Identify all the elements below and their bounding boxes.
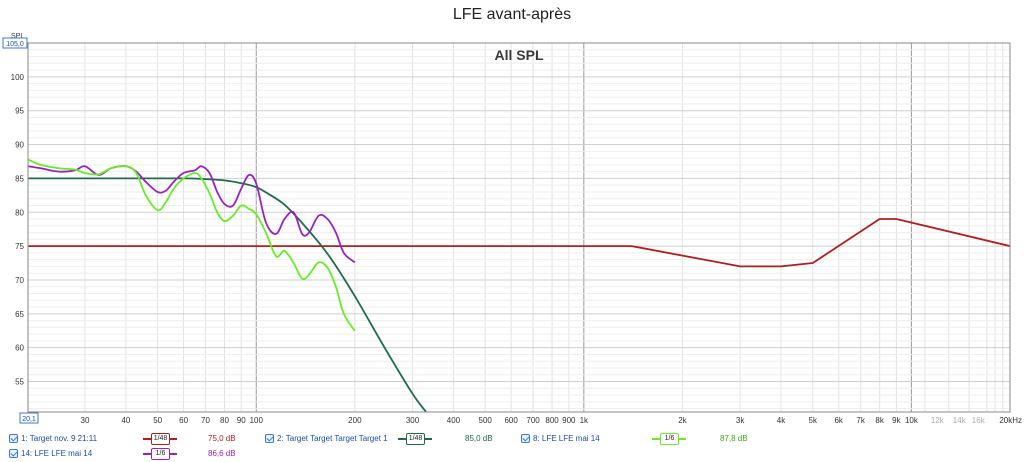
x-tick-label: 4k bbox=[777, 416, 786, 425]
legend-label-lfe-8: 8: LFE LFE mai 14 bbox=[533, 434, 600, 443]
x-tick-label: 900 bbox=[562, 416, 576, 425]
x-tick-label: 3k bbox=[736, 416, 745, 425]
legend-label-target-nov: 1: Target nov. 9 21:11 bbox=[21, 434, 98, 443]
smoothing-box[interactable]: 1/48 bbox=[151, 433, 170, 445]
x-tick-label: 400 bbox=[447, 416, 461, 425]
x-tick-label: 100 bbox=[250, 416, 264, 425]
y-tick-label: 65 bbox=[15, 310, 24, 319]
legend-value-target-target: 85,0 dB bbox=[465, 434, 493, 443]
x-tick-label: 500 bbox=[479, 416, 493, 425]
tick-labels: 55 60 65 70 75 80 85 90 95 100 30 40 50 60 70 80 90 100 20… bbox=[11, 73, 1022, 425]
y-top-value[interactable]: 105,0 bbox=[6, 41, 24, 48]
x-tick-label: 2k bbox=[678, 416, 687, 425]
x-tick-label: 50 bbox=[153, 416, 162, 425]
x-tick-label: 300 bbox=[406, 416, 420, 425]
x-left-box bbox=[19, 412, 39, 424]
chart-subtitle: All SPL bbox=[494, 47, 543, 63]
x-tick-label: 40 bbox=[121, 416, 130, 425]
legend-checkbox-lfe-8[interactable] bbox=[521, 434, 530, 443]
y-tick-label: 95 bbox=[15, 107, 24, 116]
legend-swatch-target-nov[interactable]: 1/48 bbox=[143, 433, 177, 445]
y-axis-label: SPL bbox=[11, 33, 24, 40]
legend-value-lfe-14: 86,6 dB bbox=[208, 449, 236, 458]
plot-frame bbox=[27, 42, 1011, 413]
x-tick-label: 9k bbox=[892, 416, 901, 425]
curve-lfe-14 bbox=[28, 165, 356, 264]
y-top-box bbox=[2, 37, 28, 49]
x-tick-label: 5k bbox=[809, 416, 818, 425]
x-tick-label: 10k bbox=[905, 416, 919, 425]
x-tick-label: 700 bbox=[526, 416, 540, 425]
y-tick-label: 55 bbox=[15, 378, 24, 387]
grid-lines bbox=[28, 43, 1011, 412]
x-tick-label: 60 bbox=[179, 416, 188, 425]
legend-swatch-target-target[interactable]: 1/48 bbox=[398, 433, 432, 445]
curve-lfe-8 bbox=[28, 158, 356, 332]
legend-checkbox-lfe-14[interactable] bbox=[9, 449, 18, 458]
legend-value-lfe-8: 87,8 dB bbox=[720, 434, 748, 443]
curve-target-target bbox=[28, 177, 427, 412]
legend-checkbox-target-target[interactable] bbox=[265, 434, 274, 443]
x-tick-label: 8k bbox=[875, 416, 884, 425]
smoothing-box[interactable]: 1/48 bbox=[406, 433, 425, 445]
x-tick-label: 7k bbox=[856, 416, 865, 425]
x-tick-label: 14k bbox=[953, 416, 967, 425]
chart-title: LFE avant-après bbox=[452, 6, 572, 23]
x-tick-label: 16k bbox=[972, 416, 986, 425]
legend-label-lfe-14: 14: LFE LFE mai 14 bbox=[21, 449, 93, 458]
y-tick-label: 60 bbox=[15, 344, 24, 353]
x-left-value[interactable]: 20,1 bbox=[22, 416, 36, 423]
smoothing-box[interactable]: 1/6 bbox=[151, 448, 170, 460]
curve-target-nov bbox=[28, 218, 1010, 268]
x-tick-label: 1k bbox=[580, 416, 589, 425]
smoothing-box[interactable]: 1/6 bbox=[660, 433, 679, 445]
x-tick-label: 12k bbox=[931, 416, 945, 425]
x-tick-label: 600 bbox=[504, 416, 518, 425]
y-tick-label: 90 bbox=[15, 141, 24, 150]
y-tick-label: 100 bbox=[11, 73, 25, 82]
x-tick-label: 800 bbox=[545, 416, 559, 425]
curves bbox=[28, 158, 1010, 412]
x-tick-label: 70 bbox=[201, 416, 210, 425]
y-tick-label: 85 bbox=[15, 174, 24, 183]
x-tick-label: 30 bbox=[81, 416, 90, 425]
legend-swatch-lfe-14[interactable]: 1/6 bbox=[143, 448, 177, 460]
x-tick-label: 90 bbox=[237, 416, 246, 425]
legend-swatch-lfe-8[interactable]: 1/6 bbox=[652, 433, 686, 445]
x-tick-label: 6k bbox=[834, 416, 843, 425]
y-tick-label: 75 bbox=[15, 242, 24, 251]
legend-label-target-target: 2: Target Target Target Target 1 bbox=[277, 434, 388, 443]
y-tick-label: 70 bbox=[15, 276, 24, 285]
legend-checkbox-target-nov[interactable] bbox=[9, 434, 18, 443]
x-tick-label: 20kHz bbox=[999, 416, 1022, 425]
y-tick-label: 80 bbox=[15, 208, 24, 217]
x-tick-label: 200 bbox=[348, 416, 362, 425]
x-tick-label: 80 bbox=[220, 416, 229, 425]
legend-value-target-nov: 75,0 dB bbox=[208, 434, 236, 443]
